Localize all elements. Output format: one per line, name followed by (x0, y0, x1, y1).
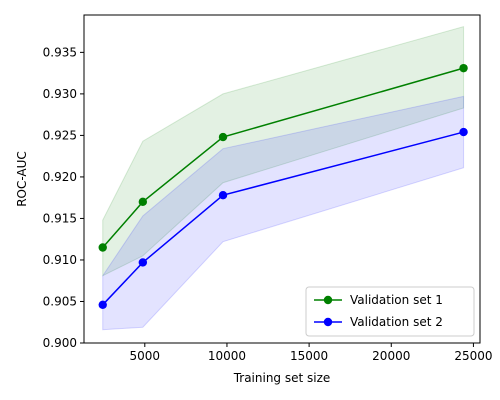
y-tick-label: 0.905 (43, 294, 77, 308)
legend-label-2: Validation set 2 (350, 315, 443, 329)
point-series-2-4 (459, 127, 468, 137)
line-series-2 (102, 131, 464, 306)
x-axis-label: Training set size (233, 371, 331, 385)
point-series-2-2 (138, 258, 148, 267)
band-series-1 (102, 25, 465, 277)
line-series-1 (102, 67, 464, 249)
y-tick-label: 0.920 (43, 170, 77, 184)
plot-frame (83, 14, 481, 344)
point-series-2-1 (98, 300, 107, 310)
point-series-1-3 (218, 132, 228, 142)
series-lines (102, 67, 464, 306)
legend-box (305, 286, 475, 337)
point-series-1-4 (459, 63, 468, 73)
point-series-1-2 (138, 197, 148, 207)
point-series-1-1 (98, 243, 107, 252)
y-axis-label: ROC-AUC (15, 151, 29, 207)
x-axis: 5000 10000 15000 20000 25000 (130, 343, 493, 363)
legend: Validation set 1 Validation set 2 (305, 286, 475, 337)
legend-marker-2 (323, 317, 333, 327)
legend-marker-1 (323, 295, 333, 305)
x-tick-label: 15000 (290, 349, 328, 363)
x-tick-label: 5000 (130, 349, 161, 363)
y-tick-label: 0.925 (43, 128, 77, 142)
y-tick-label: 0.900 (43, 336, 77, 350)
x-tick-label: 20000 (372, 349, 410, 363)
y-tick-label: 0.910 (43, 253, 77, 267)
y-tick-label: 0.935 (43, 45, 77, 59)
x-tick-label: 25000 (454, 349, 492, 363)
x-tick-label: 10000 (208, 349, 246, 363)
series-points (98, 63, 468, 310)
band-series-2 (102, 95, 465, 331)
point-series-2-3 (218, 190, 228, 200)
y-axis: 0.900 0.905 0.910 0.915 0.920 0.925 0.930 0.935 (43, 45, 84, 350)
y-tick-label: 0.930 (43, 87, 77, 101)
y-tick-label: 0.915 (43, 211, 77, 225)
legend-label-1: Validation set 1 (350, 293, 443, 307)
confidence-bands (102, 25, 465, 331)
